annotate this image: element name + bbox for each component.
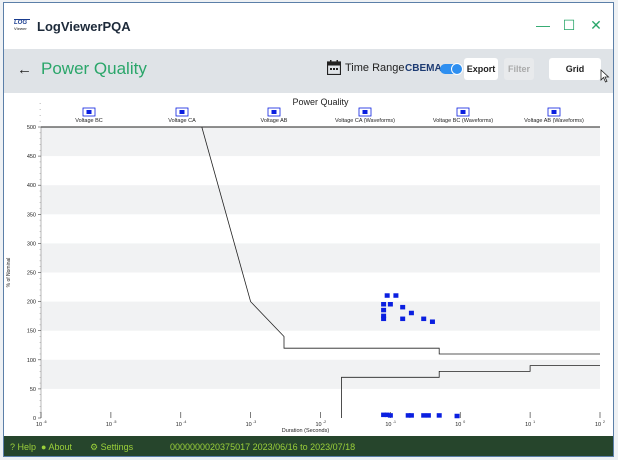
help-link[interactable]: ? Help: [10, 442, 37, 452]
x-tick-exponent: -5: [113, 420, 116, 424]
status-bar: ? Help ● About ⚙ Settings 00000000203750…: [4, 436, 613, 456]
x-tick-exponent: -6: [43, 420, 46, 424]
y-tick-label: 500: [27, 125, 36, 131]
x-tick-label: 10: [315, 422, 321, 428]
legend-swatch: [179, 110, 185, 114]
settings-link[interactable]: ⚙ Settings: [90, 442, 134, 452]
x-tick-exponent: -4: [183, 420, 186, 424]
title-bar: LOG Viewer LogViewerPQA — ☐ ✕: [4, 3, 613, 49]
grid-band: [41, 301, 600, 331]
y-tick-label: 350: [27, 212, 36, 218]
x-tick-label: 10: [246, 422, 252, 428]
legend-label: Voltage CA: [168, 118, 196, 124]
data-point: [421, 316, 427, 322]
data-point: [384, 412, 390, 418]
data-point: [436, 413, 442, 418]
data-point: [393, 293, 399, 298]
y-tick-label: 200: [27, 300, 36, 306]
data-point: [381, 412, 387, 418]
back-button[interactable]: ←: [17, 61, 32, 78]
legend-swatch: [551, 110, 557, 114]
grid-band: [41, 243, 600, 273]
grid-band: [41, 127, 600, 157]
y-tick-label: 100: [27, 358, 36, 364]
data-point: [381, 307, 387, 313]
x-tick-exponent: 0: [463, 420, 465, 424]
data-point: [400, 316, 406, 322]
time-range-button[interactable]: Time Range: [345, 62, 405, 74]
y-tick-label: 0: [33, 416, 36, 422]
x-tick-label: 10: [36, 422, 42, 428]
grid-button[interactable]: Grid: [549, 58, 601, 80]
y-tick-label: 300: [27, 241, 36, 247]
legend-label: Voltage BC: [75, 118, 103, 124]
grid-band: [41, 185, 600, 215]
x-tick-label: 10: [455, 422, 461, 428]
app-window: LOG Viewer LogViewerPQA — ☐ ✕ ← Power Qua…: [3, 2, 614, 457]
data-point: [425, 413, 431, 418]
data-point: [381, 313, 387, 319]
data-point: [421, 413, 427, 418]
toolbar: ← Power Quality Time Range CBEMA Export …: [4, 49, 613, 93]
y-tick-label: 150: [27, 329, 36, 335]
data-point: [429, 319, 435, 324]
data-point: [384, 293, 390, 298]
x-tick-label: 10: [176, 422, 182, 428]
calendar-icon[interactable]: [327, 60, 341, 75]
data-point: [381, 316, 387, 322]
legend-label: Voltage AB (Waveforms): [524, 118, 584, 124]
x-tick-exponent: -2: [323, 420, 326, 424]
legend-label: Voltage BC (Waveforms): [433, 118, 493, 124]
filter-button[interactable]: Filter: [504, 58, 534, 80]
data-point: [408, 310, 414, 316]
minimize-button[interactable]: —: [536, 17, 550, 33]
chart-canvas: Power Quality Voltage BC Voltage CA Voltage…: [6, 97, 605, 434]
legend-swatch: [362, 110, 368, 114]
close-button[interactable]: ✕: [590, 17, 602, 33]
legend-swatch: [460, 110, 466, 114]
cbema-toggle[interactable]: [440, 63, 463, 75]
data-point: [400, 304, 406, 310]
data-point: [387, 413, 393, 418]
legend-label: Voltage CA (Waveforms): [335, 118, 395, 124]
grid-band: [41, 359, 600, 389]
y-tick-label: 400: [27, 183, 36, 189]
x-axis-label: Duration (Seconds): [282, 428, 330, 434]
export-button[interactable]: Export: [464, 58, 498, 80]
data-point: [408, 413, 414, 418]
data-point: [387, 302, 393, 307]
data-point: [454, 413, 460, 419]
chart-title: Power Quality: [292, 97, 349, 107]
cbema-label: CBEMA: [405, 63, 442, 74]
maximize-button[interactable]: ☐: [562, 17, 576, 33]
x-tick-label: 10: [595, 422, 601, 428]
x-tick-exponent: 1: [533, 420, 535, 424]
app-logo: LOG Viewer: [14, 19, 30, 34]
app-title: LogViewerPQA: [37, 19, 131, 34]
cbema-curve-lower: [341, 365, 600, 418]
x-tick-exponent: -3: [253, 420, 256, 424]
y-tick-label: 50: [30, 387, 36, 393]
mouse-cursor-icon: [600, 69, 610, 83]
data-point: [381, 302, 387, 307]
page-title: Power Quality: [41, 59, 147, 78]
y-tick-label: 250: [27, 271, 36, 277]
about-link[interactable]: ● About: [41, 442, 72, 452]
x-tick-label: 10: [106, 422, 112, 428]
y-tick-label: 450: [27, 154, 36, 160]
x-tick-label: 10: [525, 422, 531, 428]
power-quality-chart: Power Quality Voltage BC Voltage CA Voltage…: [4, 93, 613, 436]
x-tick-label: 10: [385, 422, 391, 428]
x-tick-exponent: 2: [603, 420, 605, 424]
legend-swatch: [86, 110, 92, 114]
status-info: 0000000020375017 2023/06/16 to 2023/07/1…: [170, 442, 356, 452]
y-axis-label: % of Nominal: [6, 258, 12, 288]
legend-swatch: [271, 110, 277, 114]
x-tick-exponent: -1: [393, 420, 396, 424]
data-point: [405, 413, 411, 418]
legend-label: Voltage AB: [261, 118, 288, 124]
cbema-curve-upper: [41, 126, 600, 355]
